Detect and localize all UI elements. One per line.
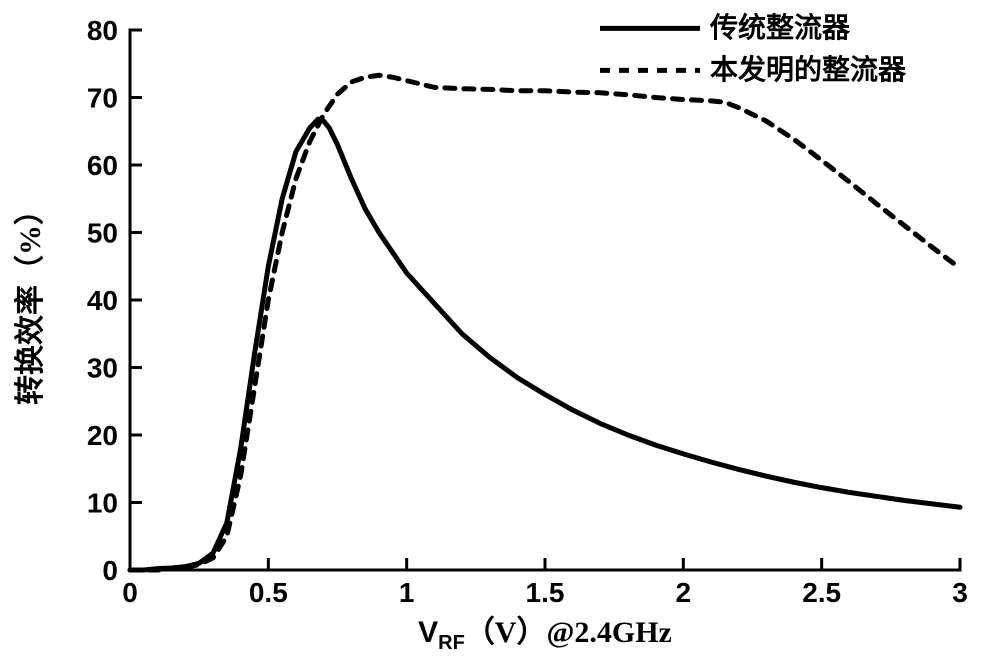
y-tick-label: 10 bbox=[87, 488, 118, 519]
legend-label-proposed: 本发明的整流器 bbox=[710, 53, 907, 86]
x-tick-label: 0 bbox=[122, 577, 138, 608]
x-tick-label: 1.5 bbox=[526, 577, 565, 608]
y-tick-label: 60 bbox=[87, 150, 118, 181]
chart-svg: 00.511.522.5301020304050607080转换效率（%）VRF… bbox=[0, 0, 1000, 663]
x-tick-label: 2 bbox=[676, 577, 692, 608]
x-tick-label: 0.5 bbox=[249, 577, 288, 608]
y-tick-label: 70 bbox=[87, 83, 118, 114]
x-tick-label: 3 bbox=[952, 577, 968, 608]
x-tick-label: 1 bbox=[399, 577, 415, 608]
y-tick-label: 0 bbox=[102, 555, 118, 586]
plot-background bbox=[0, 0, 1000, 663]
legend-label-traditional: 传统整流器 bbox=[709, 11, 851, 44]
x-tick-label: 2.5 bbox=[802, 577, 841, 608]
chart-container: 00.511.522.5301020304050607080转换效率（%）VRF… bbox=[0, 0, 1000, 663]
y-tick-label: 30 bbox=[87, 353, 118, 384]
y-tick-label: 20 bbox=[87, 420, 118, 451]
y-tick-label: 50 bbox=[87, 218, 118, 249]
y-tick-label: 80 bbox=[87, 15, 118, 46]
y-axis-title: 转换效率（%） bbox=[13, 195, 47, 405]
y-tick-label: 40 bbox=[87, 285, 118, 316]
